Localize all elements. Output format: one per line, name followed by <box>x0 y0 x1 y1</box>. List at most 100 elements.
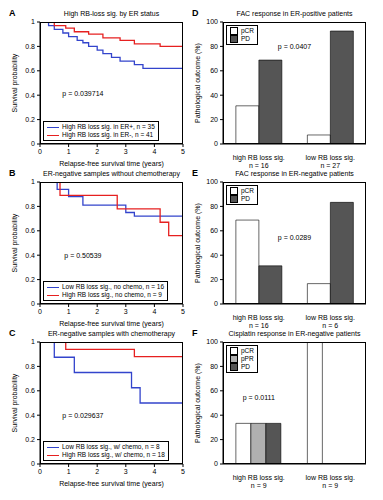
svg-text:100: 100 <box>206 178 218 185</box>
svg-text:low RB loss sig.: low RB loss sig. <box>306 474 355 482</box>
html-text:High RB loss sig., no chemo, n: High RB loss sig., no chemo, n = 9 <box>62 291 162 298</box>
svg-text:1: 1 <box>67 308 71 315</box>
svg-text:1: 1 <box>31 338 35 345</box>
svg-text:low RB loss sig.: low RB loss sig. <box>306 314 355 322</box>
svg-text:n = 16: n = 16 <box>249 162 269 168</box>
html-text:p = 0.0111: p = 0.0111 <box>242 393 275 401</box>
html-text:C: C <box>9 328 16 338</box>
html-text:FAC response in ER-positive pa: FAC response in ER-positive patients <box>236 10 353 17</box>
svg-text:0.4: 0.4 <box>25 412 35 419</box>
svg-text:4: 4 <box>152 308 156 315</box>
html-text:Pathological outcome (%): Pathological outcome (%) <box>193 43 201 123</box>
svg-text:0: 0 <box>31 460 35 467</box>
svg-text:40: 40 <box>210 92 218 99</box>
svg-text:n = 6: n = 6 <box>322 322 338 328</box>
svg-text:n = 27: n = 27 <box>320 162 340 168</box>
svg-text:low RB loss sig.: low RB loss sig. <box>306 154 355 162</box>
html-text:PD: PD <box>241 195 250 202</box>
svg-text:1: 1 <box>67 468 71 475</box>
svg-text:1: 1 <box>31 18 35 25</box>
html-text:p = 0.0407: p = 0.0407 <box>277 42 312 50</box>
svg-text:0.8: 0.8 <box>25 363 35 370</box>
svg-text:0.2: 0.2 <box>25 276 35 283</box>
svg-text:40: 40 <box>210 252 218 259</box>
html-text:D: D <box>192 8 199 18</box>
svg-text:60: 60 <box>210 67 218 74</box>
html-text:High RB loss sig., w/ chemo, n: High RB loss sig., w/ chemo, n = 18 <box>62 451 165 458</box>
svg-text:0: 0 <box>38 148 42 155</box>
svg-text:2: 2 <box>95 148 99 155</box>
html-text:Survival probability: Survival probability <box>10 213 18 273</box>
svg-text:n = 9: n = 9 <box>322 482 338 488</box>
html-text:FAC response in ER-negative pa: FAC response in ER-negative patients <box>235 170 354 177</box>
html-text:pCR: pCR <box>241 27 254 34</box>
svg-text:0: 0 <box>214 300 218 307</box>
html-text:pCR: pCR <box>241 187 254 194</box>
svg-text:n = 9: n = 9 <box>251 482 267 488</box>
svg-text:80: 80 <box>210 203 218 210</box>
html-text:p = 0.0289: p = 0.0289 <box>277 233 312 241</box>
svg-text:0: 0 <box>31 140 35 147</box>
svg-text:0.4: 0.4 <box>25 252 35 259</box>
svg-text:0: 0 <box>31 300 35 307</box>
html-text:B: B <box>9 168 16 178</box>
svg-text:80: 80 <box>210 43 218 50</box>
svg-text:high RB loss sig.: high RB loss sig. <box>233 154 285 162</box>
svg-text:0.8: 0.8 <box>25 203 35 210</box>
svg-text:1: 1 <box>31 178 35 185</box>
html-text:ER-negative samples with chemo: ER-negative samples with chemotherapy <box>47 330 176 337</box>
svg-text:3: 3 <box>124 148 128 155</box>
svg-text:100: 100 <box>206 338 218 345</box>
svg-text:Relapse-free survival time (ye: Relapse-free survival time (years) <box>59 160 164 168</box>
svg-text:0.6: 0.6 <box>25 387 35 394</box>
svg-text:high RB loss sig.: high RB loss sig. <box>233 314 285 322</box>
html-text:Survival probability: Survival probability <box>10 373 18 433</box>
svg-text:3: 3 <box>124 308 128 315</box>
svg-text:0.4: 0.4 <box>25 92 35 99</box>
html-text:Pathological outcome (%): Pathological outcome (%) <box>193 203 201 283</box>
svg-text:0.2: 0.2 <box>25 116 35 123</box>
svg-text:2: 2 <box>95 468 99 475</box>
html-text:p = 0.039714: p = 0.039714 <box>62 89 104 97</box>
svg-text:60: 60 <box>210 227 218 234</box>
svg-text:40: 40 <box>210 412 218 419</box>
html-text:ER-negative samples without ch: ER-negative samples without chemotherapy <box>43 170 180 177</box>
svg-text:0.6: 0.6 <box>25 67 35 74</box>
html-text:Survival probability: Survival probability <box>10 53 18 113</box>
svg-text:Relapse-free survival time (ye: Relapse-free survival time (years) <box>59 320 164 328</box>
svg-text:high RB loss sig.: high RB loss sig. <box>233 474 285 482</box>
svg-text:0.6: 0.6 <box>25 227 35 234</box>
html-text:Low RB loss sig., w/ chemo, n: Low RB loss sig., w/ chemo, n = 8 <box>62 443 160 450</box>
svg-text:5: 5 <box>181 148 185 155</box>
svg-text:1: 1 <box>67 148 71 155</box>
svg-text:20: 20 <box>210 116 218 123</box>
svg-text:0: 0 <box>214 460 218 467</box>
html-text:Pathological outcome (%): Pathological outcome (%) <box>193 363 201 443</box>
svg-text:0.8: 0.8 <box>25 43 35 50</box>
html-text:Low RB loss sig., no chemo, n: Low RB loss sig., no chemo, n = 16 <box>62 283 165 290</box>
svg-text:n = 16: n = 16 <box>249 322 269 328</box>
svg-text:80: 80 <box>210 363 218 370</box>
html-text:A: A <box>9 8 16 18</box>
svg-text:5: 5 <box>181 468 185 475</box>
svg-text:0: 0 <box>214 140 218 147</box>
svg-text:2: 2 <box>95 308 99 315</box>
svg-text:20: 20 <box>210 436 218 443</box>
svg-text:60: 60 <box>210 387 218 394</box>
html-text:High RB loss sig. in ER+, n =: High RB loss sig. in ER+, n = 35 <box>62 123 155 130</box>
svg-text:20: 20 <box>210 276 218 283</box>
svg-text:0: 0 <box>38 468 42 475</box>
svg-text:0: 0 <box>38 308 42 315</box>
svg-text:Relapse-free survival time (ye: Relapse-free survival time (years) <box>59 480 164 488</box>
html-text:PD: PD <box>241 35 250 42</box>
html-text:p = 0.50539: p = 0.50539 <box>64 251 102 259</box>
svg-text:5: 5 <box>181 308 185 315</box>
svg-text:0.2: 0.2 <box>25 436 35 443</box>
html-text:High RB loss sig. in ER-, n =: High RB loss sig. in ER-, n = 41 <box>62 131 154 138</box>
svg-text:4: 4 <box>152 148 156 155</box>
html-text:p = 0.029637: p = 0.029637 <box>62 411 104 419</box>
svg-text:3: 3 <box>124 468 128 475</box>
svg-text:100: 100 <box>206 18 218 25</box>
html-text:High RB-loss sig. by ER status: High RB-loss sig. by ER status <box>63 10 160 17</box>
svg-text:4: 4 <box>152 468 156 475</box>
